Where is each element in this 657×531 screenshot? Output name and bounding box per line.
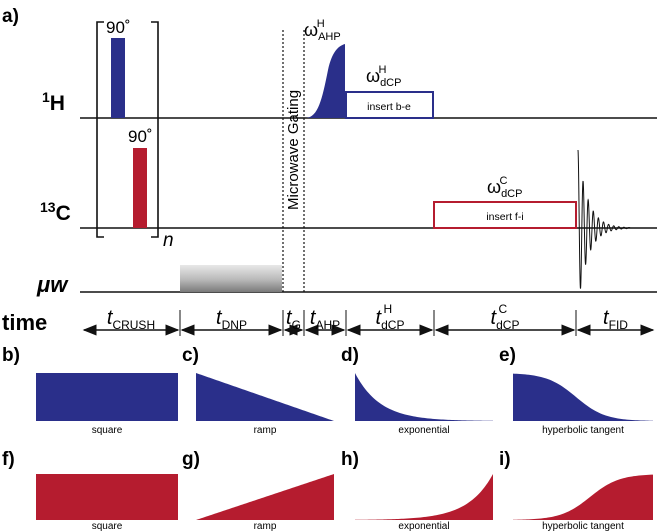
shape-panel-caption: ramp	[254, 425, 277, 436]
shape-e-fill	[513, 373, 653, 421]
shape-panel-letter: d)	[341, 345, 359, 366]
shape-panel-caption: exponential	[398, 521, 449, 531]
fid-signal	[577, 149, 631, 289]
insert-box-c-label: insert f-i	[486, 211, 523, 223]
h-90-pulse-label: 90˚	[106, 18, 131, 37]
omega-ahp-label: ωAHPH	[304, 18, 341, 43]
shape-panel-letter: i)	[499, 449, 511, 470]
microwave-block	[180, 265, 282, 292]
ahp-pulse	[306, 44, 345, 118]
time-axis: tCRUSH tDNP tG tAHP tdCPH tdCPC tFID	[82, 302, 655, 336]
shape-panel-letter: g)	[182, 449, 200, 470]
panel-a-letter: a)	[2, 6, 19, 27]
h-channel-mass: 1	[42, 89, 50, 105]
c-channel-label: 13C	[40, 199, 71, 225]
c-90-pulse-label: 90˚	[128, 127, 153, 146]
omega-dcp-h-label: ωdCPH	[366, 64, 401, 89]
time-segment-label: tG	[286, 307, 301, 332]
shape-panel-letter: e)	[499, 345, 516, 366]
shape-panel-caption: exponential	[398, 425, 449, 436]
time-segment-label: tCRUSH	[107, 307, 155, 332]
shape-panel-caption: ramp	[254, 521, 277, 531]
omega-dcp-c-label: ωdCPC	[487, 175, 522, 200]
h-channel-symbol: H	[50, 92, 65, 115]
time-segment-label: tdCPC	[491, 302, 520, 332]
loop-count: n	[163, 230, 174, 251]
shape-c-fill	[196, 373, 334, 421]
insert-box-h-label: insert b-e	[367, 101, 411, 113]
shape-d-fill	[355, 373, 493, 421]
insert-box-h	[345, 91, 434, 119]
shape-panel-letter: f)	[2, 449, 15, 470]
time-segment-label: tFID	[603, 307, 628, 332]
time-axis-label: time	[2, 310, 47, 335]
c-90-pulse	[133, 148, 147, 228]
shape-panels: b) square c) ramp d) exponential e) hyperbolic …	[2, 345, 653, 531]
time-segment-label: tdCPH	[376, 302, 405, 332]
shape-panel-caption: square	[92, 521, 123, 531]
mw-channel-label: μw	[36, 272, 69, 297]
h-90-pulse	[111, 38, 125, 118]
gating-label: Microwave Gating	[285, 90, 302, 210]
shape-panel-caption: square	[92, 425, 123, 436]
loop-bracket-right	[151, 21, 159, 238]
shape-h-fill	[355, 474, 493, 520]
loop-bracket-left	[96, 21, 104, 238]
time-segment-label: tAHP	[310, 307, 340, 332]
shape-panel-caption: hyperbolic tangent	[542, 425, 624, 436]
shape-panel-letter: b)	[2, 345, 20, 366]
time-segment-label: tDNP	[216, 307, 247, 332]
shape-panel-letter: c)	[182, 345, 199, 366]
shape-panel-caption: hyperbolic tangent	[542, 521, 624, 531]
insert-box-c	[433, 201, 577, 229]
h-channel-label: 1H	[42, 89, 65, 115]
shape-panel-letter: h)	[341, 449, 359, 470]
shape-g-fill	[196, 474, 334, 520]
shape-i-fill	[513, 474, 653, 520]
shape-f-fill	[36, 474, 178, 520]
shape-b-fill	[36, 373, 178, 421]
